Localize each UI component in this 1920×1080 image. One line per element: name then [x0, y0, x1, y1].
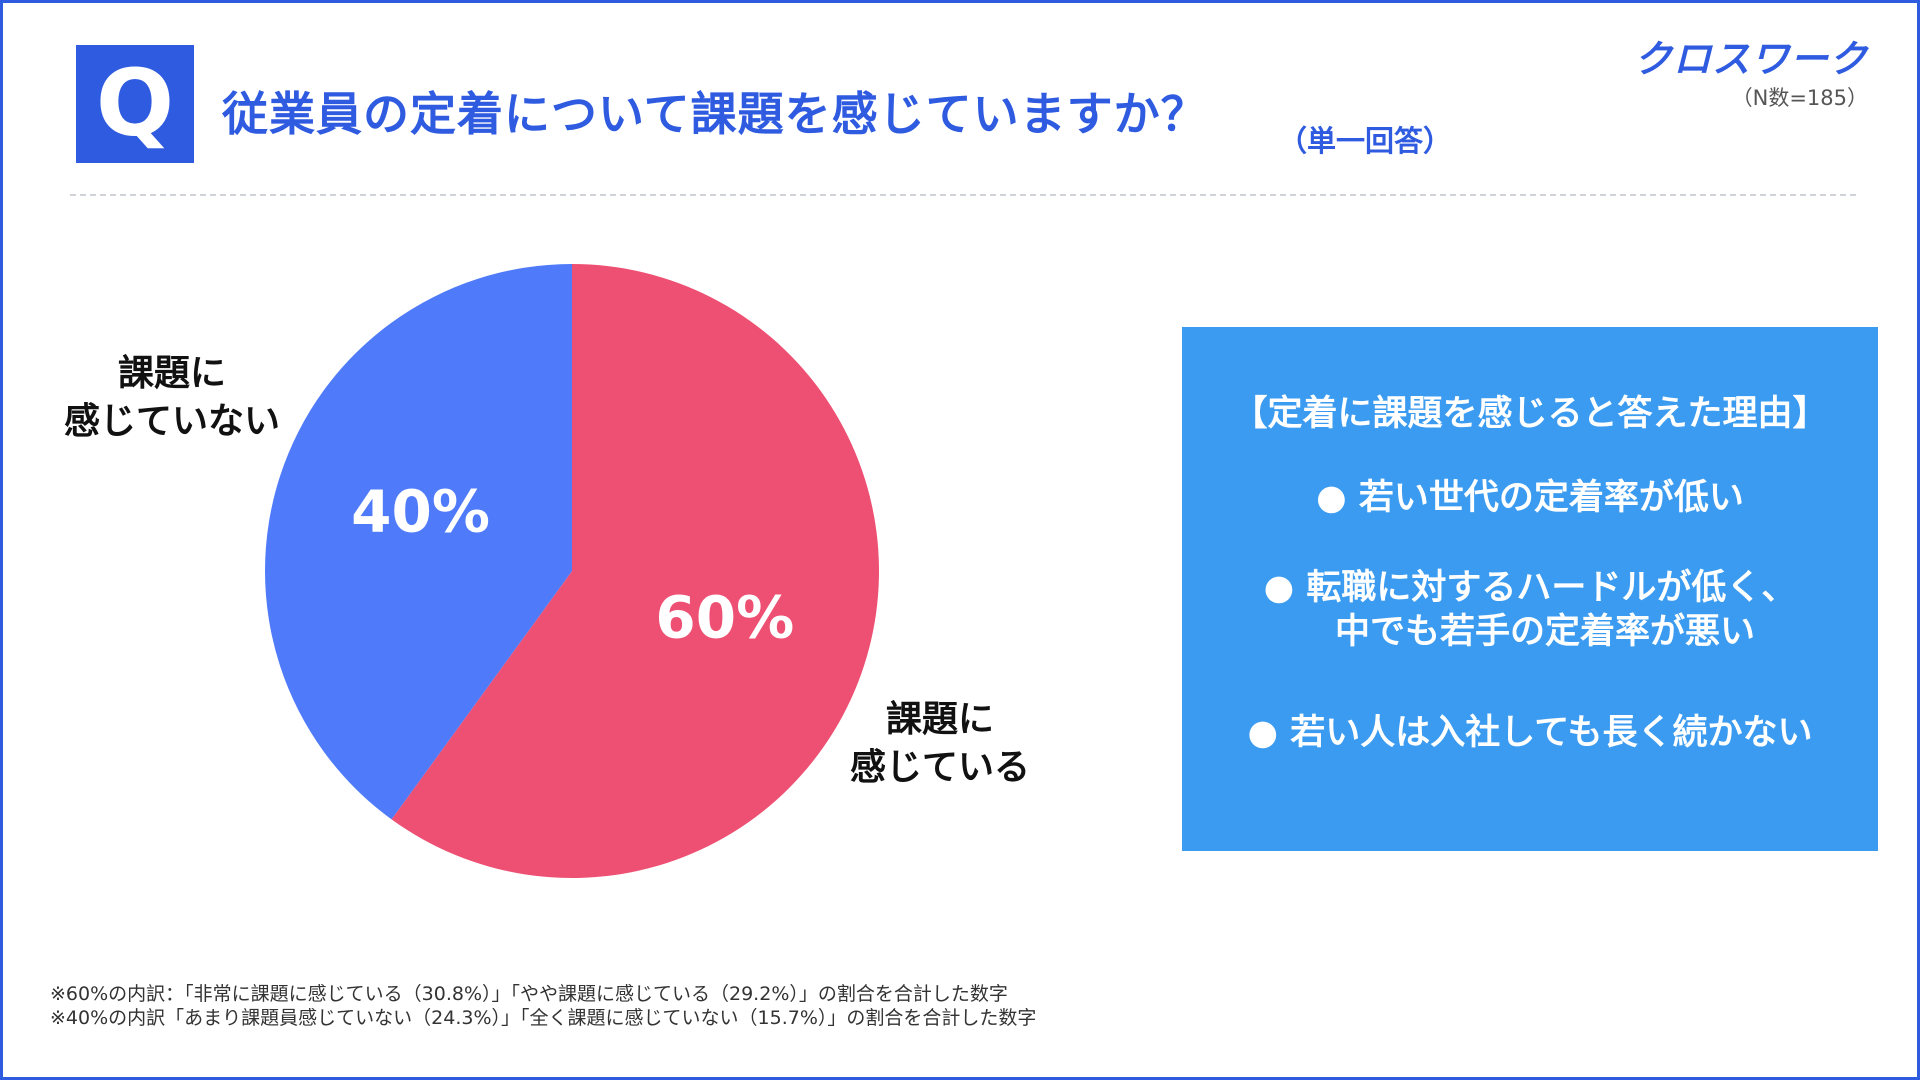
slice-label-no-issue: 課題に 感じていない: [64, 353, 281, 442]
reasons-panel: 【定着に課題を感じると答えた理由】 ● 若い世代の定着率が低い ● 転職に対するハ…: [1182, 327, 1878, 851]
answer-type-label: （単一回答）: [1278, 124, 1453, 158]
brand-logo: クロスワーク: [1633, 37, 1868, 81]
footnotes: ※60%の内訳：「非常に課題に感じている（30.8%）」「やや課題に感じている（…: [50, 983, 1036, 1031]
pie-slice-no-issue: [265, 264, 572, 820]
pie-slices: [265, 264, 879, 879]
pie-value-labels: 60% 40%: [351, 478, 794, 652]
pie-slice-feel-issue: [391, 264, 879, 879]
reason-item-line: ● 転職に対するハードルが低く、: [1263, 568, 1797, 608]
reasons-title: 【定着に課題を感じると答えた理由】: [1232, 394, 1828, 434]
header-divider: [70, 194, 1856, 196]
pie-value-40: 40%: [351, 478, 490, 546]
question-badge: Q: [76, 45, 194, 163]
reason-item: ● 若い人は入社しても長く続かない: [1182, 712, 1878, 756]
reason-item-line: ● 若い人は入社しても長く続かない: [1247, 713, 1813, 753]
reason-item-line: 中でも若手の定着率が悪い: [1334, 611, 1755, 652]
pie-value-60: 60%: [655, 583, 794, 651]
reason-item: ● 転職に対するハードルが低く、 中でも若手の定着率が悪い: [1182, 567, 1878, 655]
slice-label-feel-issue: 課題に 感じている: [850, 699, 1031, 788]
question-title: 従業員の定着について課題を感じていますか？: [222, 87, 1208, 141]
sample-size: （N数=185）: [1731, 86, 1868, 110]
footnote: ※40%の内訳「あまり課題員感じていない（24.3%）」「全く課題に感じていない…: [50, 1006, 1037, 1029]
footnote: ※60%の内訳：「非常に課題に感じている（30.8%）」「やや課題に感じている（…: [50, 983, 1008, 1005]
reason-item: ● 若い世代の定着率が低い: [1182, 477, 1878, 521]
reason-item-line: ● 若い世代の定着率が低い: [1316, 478, 1744, 518]
